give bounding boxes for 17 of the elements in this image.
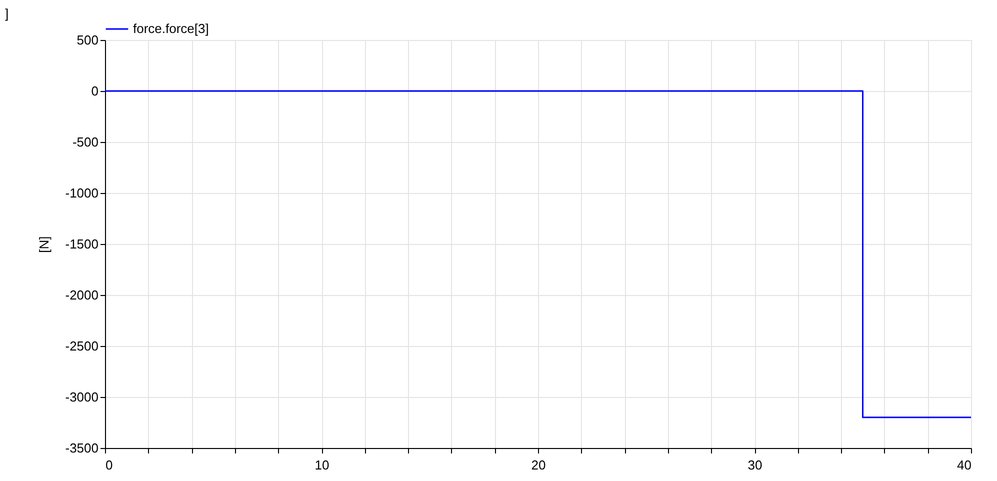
text: ] — [5, 6, 9, 21]
legend-label: force.force[3] — [133, 21, 209, 36]
y-tick-label: -3500 — [65, 440, 98, 456]
x-tick-label: 40 — [957, 458, 972, 472]
x-tick-label: 0 — [106, 458, 113, 472]
y-tick-label: -1500 — [65, 236, 98, 252]
x-tick-label: 30 — [748, 458, 762, 472]
y-tick-label: 0 — [91, 84, 98, 98]
y-axis-title: [N] — [36, 236, 52, 253]
y-tick-label: -500 — [72, 134, 98, 150]
x-tick-label: 10 — [314, 458, 330, 472]
y-tick-label: -1000 — [65, 186, 98, 200]
y-tick-label: -2500 — [65, 338, 98, 354]
x-tick-label: 20 — [531, 458, 546, 472]
y-tick-label: -3000 — [65, 390, 98, 404]
y-tick-label: 500 — [76, 32, 98, 48]
y-tick-label: -2000 — [65, 288, 98, 302]
